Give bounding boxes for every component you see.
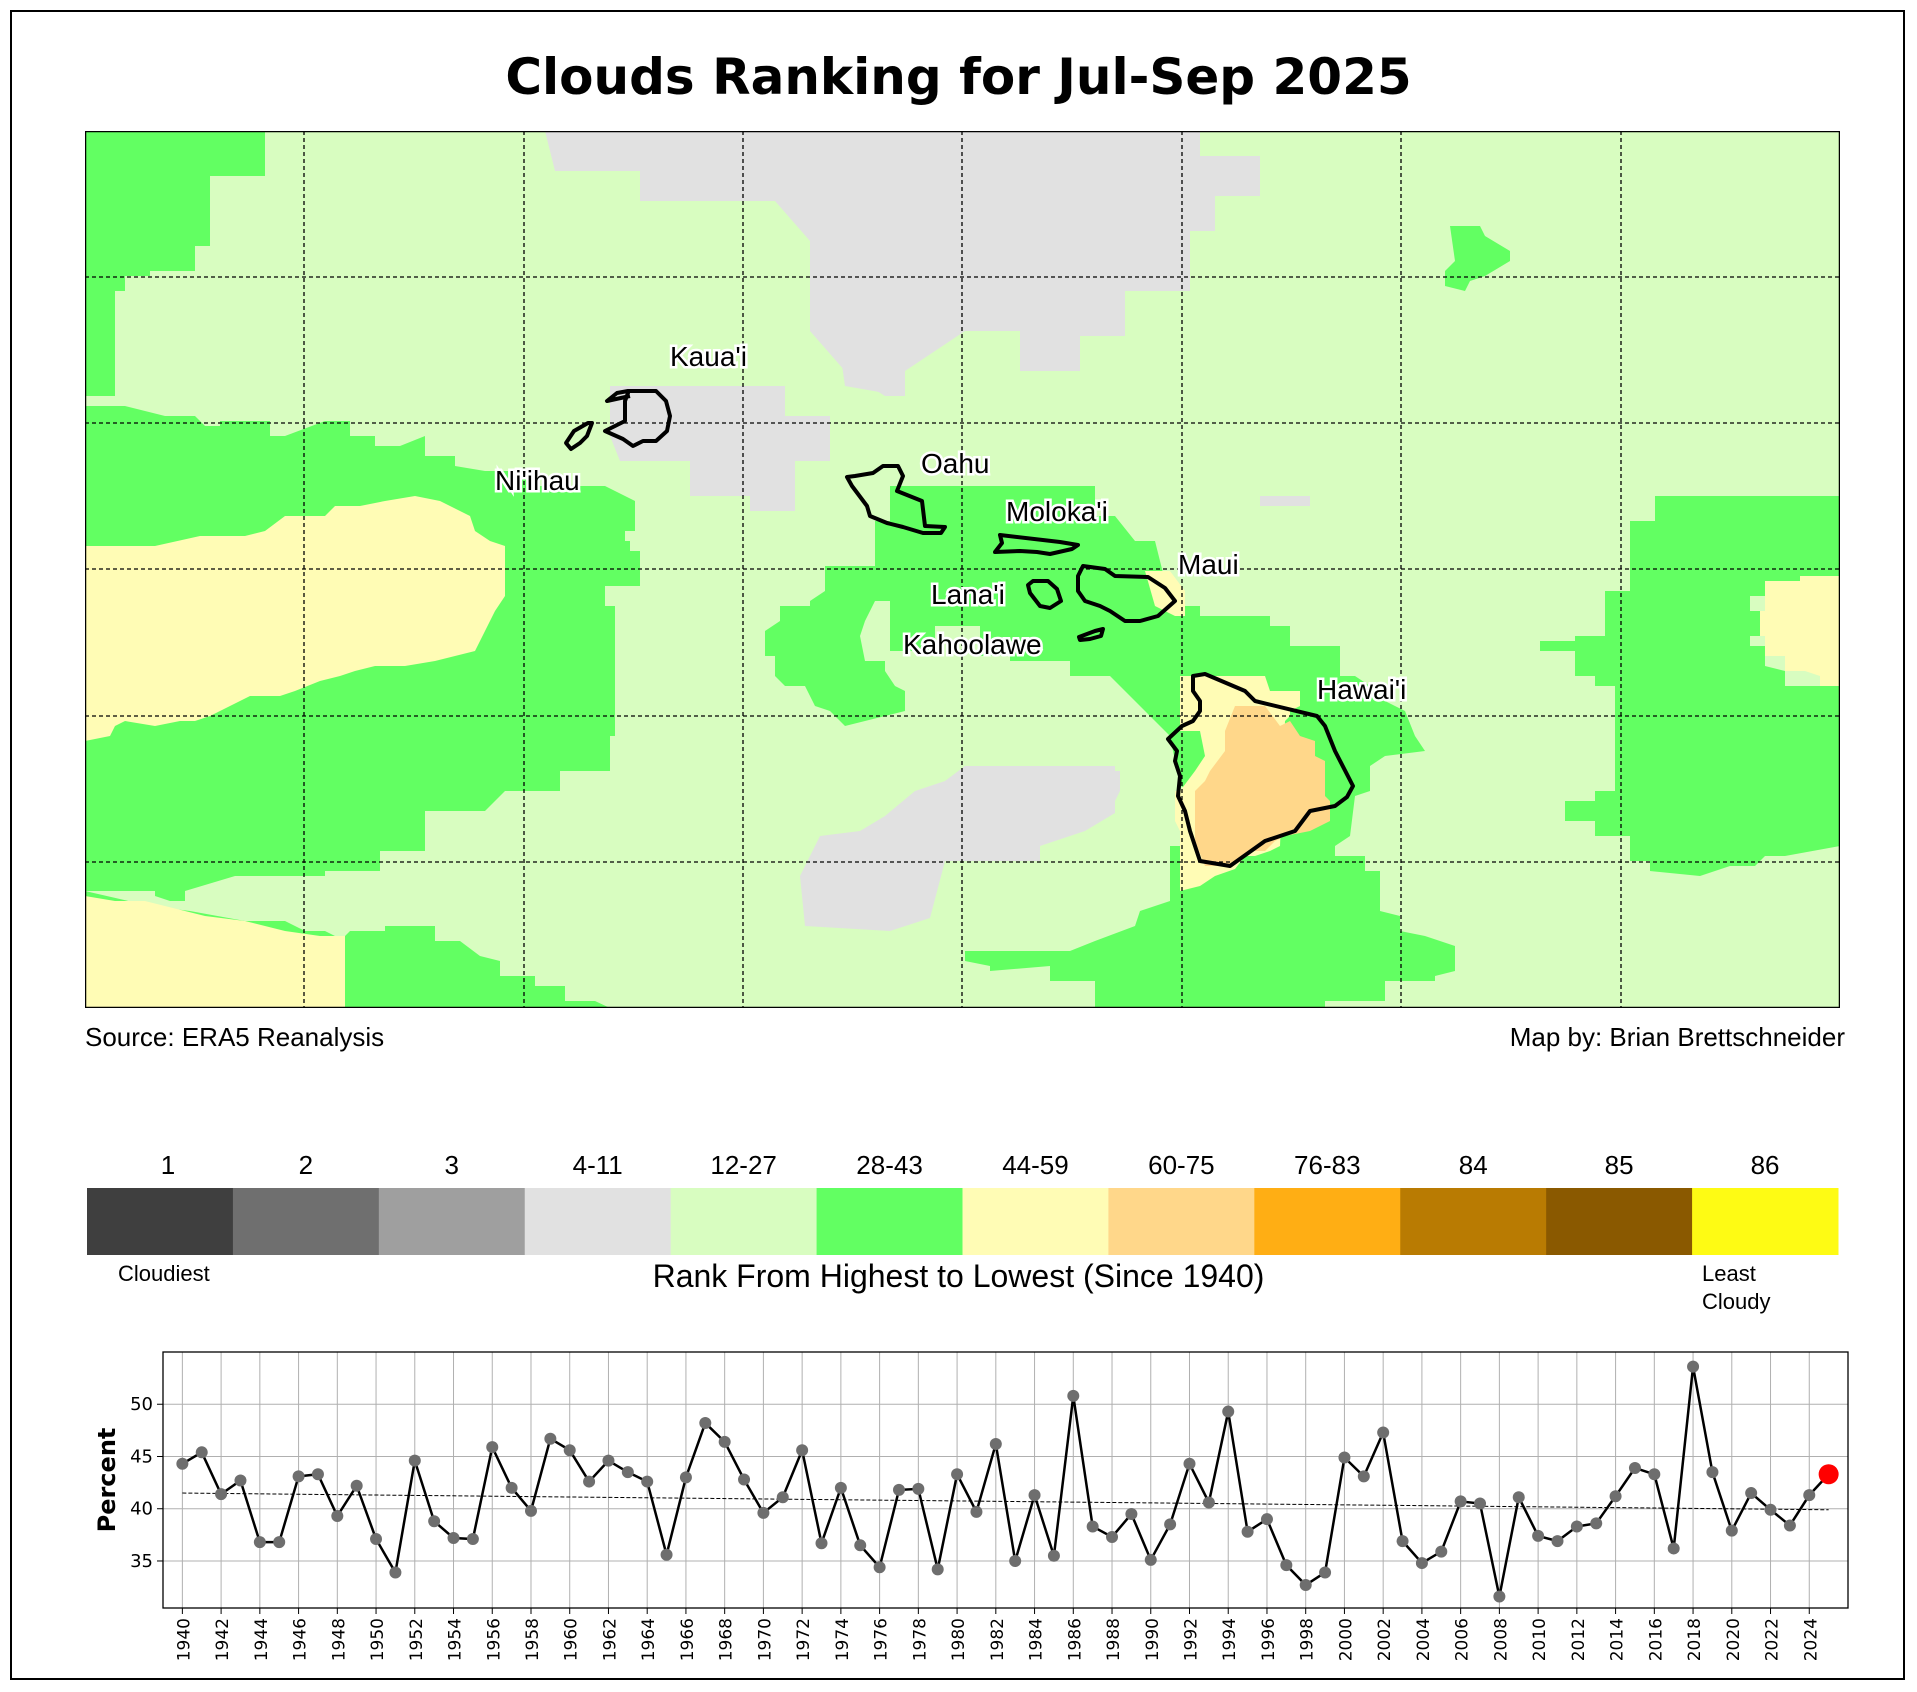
map-layer-rank-60-75 xyxy=(1195,706,1330,866)
island-niihau-outline xyxy=(564,421,594,451)
colorbar-low-end-label: Cloudiest xyxy=(118,1261,210,1286)
map-author-credit: Map by: Brian Brettschneider xyxy=(1509,1022,1845,1052)
colorbar-high-end-line1: Least xyxy=(1702,1261,1756,1286)
figure-frame xyxy=(10,10,1905,1680)
island-kahoolawe-outline xyxy=(1077,627,1105,642)
label-oahu: Oahu xyxy=(921,448,990,479)
label-niihau: Ni'ihau xyxy=(495,465,580,496)
island-maui-outline xyxy=(1076,564,1177,623)
colorbar-label-11: 86 xyxy=(1750,1150,1780,1180)
colorbar-label-2: 3 xyxy=(444,1150,460,1180)
page-title: Clouds Ranking for Jul-Sep 2025 xyxy=(505,48,1412,106)
island-lanai-outline xyxy=(1026,579,1063,610)
colorbar-high-end-label: Least Cloudy xyxy=(1702,1260,1770,1316)
label-molokai: Moloka'i xyxy=(1006,496,1108,527)
map-gridlines xyxy=(85,131,1840,1008)
colorbar-label-6: 44-59 xyxy=(1002,1150,1069,1180)
label-hawaii: Hawai'i xyxy=(1317,674,1406,705)
colorbar-high-end-line2: Cloudy xyxy=(1702,1289,1771,1314)
island-hawaii-outline xyxy=(1166,672,1355,868)
label-kauai: Kaua'i xyxy=(670,341,747,372)
island-oahu-outline xyxy=(845,464,947,535)
source-credit: Source: ERA5 Reanalysis xyxy=(85,1022,385,1052)
colorbar-label-0: 1 xyxy=(160,1150,176,1180)
colorbar-label-4: 12-27 xyxy=(710,1150,777,1180)
colorbar-label-3: 4-11 xyxy=(572,1150,623,1180)
label-maui: Maui xyxy=(1178,549,1239,580)
colorbar-label-9: 84 xyxy=(1458,1150,1488,1180)
colorbar-label-8: 76-83 xyxy=(1294,1150,1361,1180)
colorbar-axis-label: Rank From Highest to Lowest (Since 1940) xyxy=(652,1258,1265,1294)
island-outlines xyxy=(564,389,1355,868)
map-border xyxy=(85,131,1840,1008)
label-kahoolawe: Kahoolawe xyxy=(903,629,1042,660)
label-lanai: Lana'i xyxy=(931,579,1005,610)
colorbar-label-10: 85 xyxy=(1604,1150,1634,1180)
map-layer-rank-4-11 xyxy=(545,131,1310,931)
colorbar-label-7: 60-75 xyxy=(1148,1150,1215,1180)
island-molokai-outline xyxy=(993,533,1080,556)
rank-map: Kaua'i Ni'ihau Oahu Moloka'i Lana'i Kaho… xyxy=(85,131,1840,1008)
island-kauai-outline xyxy=(603,389,672,448)
colorbar-label-5: 28-43 xyxy=(856,1150,923,1180)
colorbar-label-1: 2 xyxy=(298,1150,314,1180)
island-labels: Kaua'i Ni'ihau Oahu Moloka'i Lana'i Kaho… xyxy=(493,339,1409,708)
